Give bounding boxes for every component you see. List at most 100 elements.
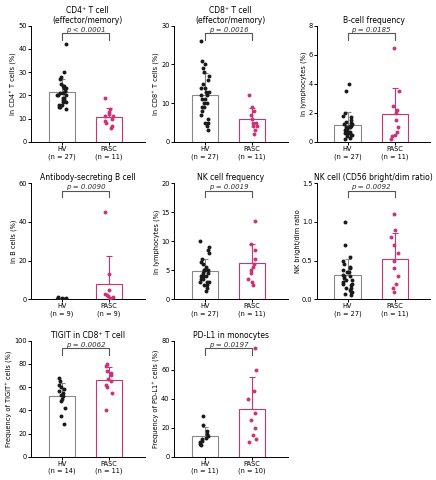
Point [349,276,356,284]
Point [341,261,347,268]
Bar [49,299,75,300]
Point [197,438,204,446]
Point [63,92,70,99]
Point [55,381,62,389]
Point [54,293,61,301]
Point [395,272,402,280]
Point [62,106,69,113]
Point [204,92,211,99]
Point [61,420,68,428]
Point [101,208,108,216]
Point [205,88,212,96]
Point [248,240,255,248]
Point [54,92,61,99]
Point [110,294,117,301]
Text: p < 0.0001: p < 0.0001 [66,27,105,33]
Point [200,68,207,76]
Text: p = 0.0092: p = 0.0092 [351,184,391,190]
Point [343,128,350,135]
Bar [191,271,218,300]
Point [251,388,258,396]
Bar [382,114,408,142]
Point [197,278,204,286]
Point [252,126,259,134]
Point [59,395,66,403]
Point [246,92,253,99]
Point [251,246,258,254]
Point [54,296,61,303]
Point [247,269,254,277]
Y-axis label: ln CD4⁺ T cells (%): ln CD4⁺ T cells (%) [10,52,17,115]
Text: p = 0.0185: p = 0.0185 [351,27,391,33]
Point [205,72,212,80]
Point [60,295,67,303]
Point [62,295,69,302]
Bar [49,396,75,457]
Point [106,295,113,303]
Point [340,271,347,278]
Point [202,266,209,274]
Point [60,82,67,90]
Y-axis label: ln lymphocytes (%): ln lymphocytes (%) [153,209,160,274]
Point [346,268,353,276]
Point [245,395,252,403]
Point [198,441,204,449]
Point [106,108,113,116]
Point [340,112,347,120]
Point [57,103,64,111]
Point [56,387,63,395]
Point [347,282,354,289]
Point [247,111,254,119]
Point [109,115,116,122]
Point [61,404,68,412]
Point [251,217,258,225]
Point [391,257,398,264]
Point [389,284,396,291]
Point [249,431,256,439]
Point [201,103,208,111]
Point [344,268,351,276]
Point [198,275,205,283]
Point [107,295,114,302]
Point [252,255,259,263]
Point [199,421,206,429]
Point [342,129,349,137]
Title: Antibody-secreting B cell: Antibody-secreting B cell [40,173,136,182]
Point [58,294,65,301]
Point [200,272,207,280]
Point [55,101,62,108]
Point [345,123,352,131]
Point [205,278,212,286]
Point [204,115,211,122]
Point [348,119,355,127]
Point [245,438,252,446]
Point [58,391,65,399]
Point [388,132,395,140]
Point [393,128,400,135]
Point [106,286,112,293]
Text: p = 0.0016: p = 0.0016 [208,27,248,33]
Point [108,389,115,397]
Point [197,258,204,265]
Text: p = 0.0019: p = 0.0019 [208,184,248,190]
Point [63,84,70,92]
Point [252,344,259,352]
Point [61,385,68,393]
Point [342,118,349,125]
Point [202,88,209,96]
Point [198,37,204,45]
Point [199,275,206,283]
Point [58,73,65,81]
Point [393,106,400,114]
Bar [239,408,265,457]
Point [198,84,205,92]
Point [63,98,70,106]
Point [102,94,109,102]
Point [341,120,347,128]
Point [348,131,355,138]
Point [205,249,212,257]
Point [344,129,351,137]
Point [63,40,70,48]
Point [106,106,113,113]
Point [347,272,354,280]
